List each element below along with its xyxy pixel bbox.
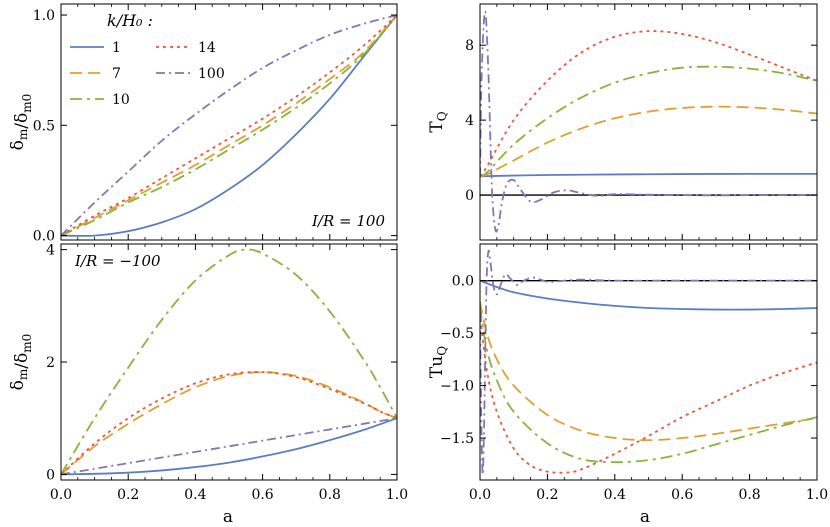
- x-tick-label: 0.4: [184, 487, 206, 503]
- panel-annotation: I/R = 100: [311, 212, 385, 230]
- shared-xlabel-right: a: [640, 507, 650, 527]
- series-line-k7: [480, 105, 817, 178]
- x-tick-label: 0.8: [319, 487, 341, 503]
- x-tick-label: 0.4: [604, 487, 626, 503]
- panel-top-left: 0.0 0.5 1.0 δm/δm0 I/R = 100 k/H₀ : 1 7 10 14 100: [8, 3, 398, 245]
- x-tick-label: 0.6: [251, 487, 273, 503]
- y-axis-label: TuQ: [427, 346, 449, 378]
- y-tick-label: 4: [46, 243, 55, 259]
- legend-label-k1: 1: [112, 40, 121, 56]
- y-tick-label: 0.0: [33, 229, 55, 245]
- series-line-k14: [61, 14, 397, 237]
- y-tick-label: 0: [465, 188, 474, 204]
- legend-label-k10: 10: [112, 92, 130, 108]
- y-tick-label: −0.5: [440, 326, 474, 342]
- x-tick-label: 0.6: [671, 487, 693, 503]
- y-tick-label: 2: [46, 355, 55, 371]
- series-line-k10: [61, 248, 397, 475]
- series-line-k100: [480, 10, 817, 233]
- y-tick-label: 0.5: [33, 118, 55, 134]
- plot-frame: [60, 243, 398, 481]
- legend: k/H₀ : 1 7 10 14 100: [70, 11, 225, 108]
- series-line-k10: [480, 65, 817, 178]
- y-tick-label: −1.5: [440, 431, 474, 447]
- y-axis-label: TQ: [427, 111, 449, 132]
- y-tick-label: 0: [46, 467, 55, 483]
- panel-bottom-right: 0.0 0.2 0.4 0.6 0.8 1.0 0.0 −0.5 −1.0 −1.5 TuQ: [427, 243, 828, 503]
- series-line-k7: [61, 371, 397, 476]
- series-line-k1: [480, 172, 817, 178]
- x-tick-label: 0.0: [469, 487, 491, 503]
- plot-frame: [479, 243, 818, 481]
- legend-title: k/H₀ :: [107, 11, 153, 30]
- series-line-k100: [61, 417, 397, 476]
- plot-frame: [479, 3, 818, 241]
- series-line-k1: [61, 417, 397, 476]
- panel-annotation: I/R = −100: [74, 252, 161, 270]
- y-tick-label: 1.0: [33, 8, 55, 24]
- series-line-k7: [61, 14, 397, 237]
- panel-bottom-left: 0.0 0.2 0.4 0.6 0.8 1.0 0 2 4 δm/δm0 I/R = −100: [8, 243, 408, 503]
- series-line-k1: [480, 279, 817, 311]
- panel-top-right: 0 4 8 TQ: [427, 3, 818, 241]
- series-line-k14: [480, 312, 817, 474]
- legend-label-k7: 7: [112, 66, 121, 82]
- series-line-k10: [480, 306, 817, 464]
- y-tick-label: 4: [465, 113, 474, 129]
- series-line-k7: [480, 301, 817, 442]
- series-line-k100: [480, 249, 817, 476]
- x-tick-label: 1.0: [806, 487, 828, 503]
- y-axis-label: δm/δm0: [8, 94, 34, 151]
- y-axis-label: δm/δm0: [8, 334, 34, 391]
- series-line-k100: [61, 14, 397, 237]
- series-line-k14: [480, 30, 817, 177]
- x-tick-label: 1.0: [386, 487, 408, 503]
- legend-label-k100: 100: [198, 66, 225, 82]
- x-tick-label: 0.8: [738, 487, 760, 503]
- x-tick-label: 0.0: [50, 487, 72, 503]
- x-tick-label: 0.2: [536, 487, 558, 503]
- y-tick-label: 8: [465, 38, 474, 54]
- y-tick-label: 0.0: [452, 274, 474, 290]
- x-tick-label: 0.2: [117, 487, 139, 503]
- y-tick-label: −1.0: [440, 379, 474, 395]
- shared-xlabel-left: a: [223, 507, 233, 527]
- legend-label-k14: 14: [198, 40, 216, 56]
- series-line-k1: [61, 14, 397, 237]
- series-line-k14: [61, 371, 397, 476]
